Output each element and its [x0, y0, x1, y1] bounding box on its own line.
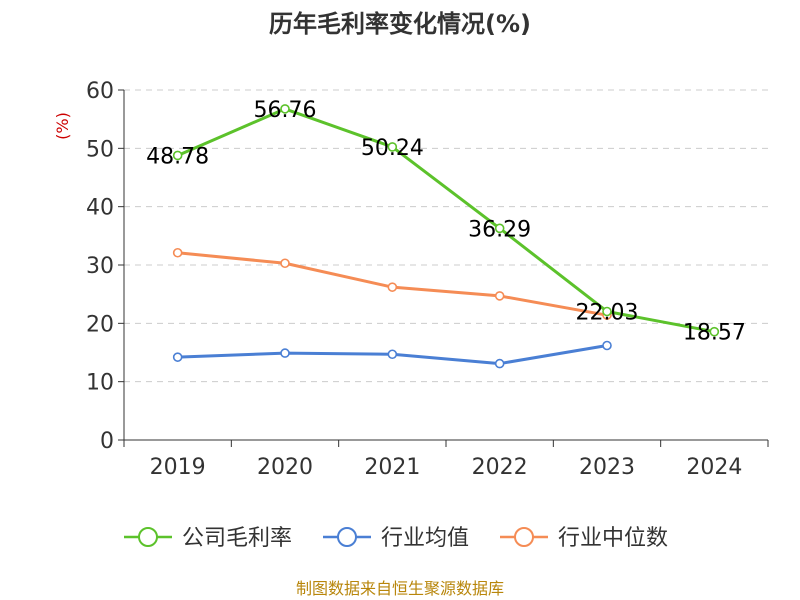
- x-tick-label-2023: 2023: [579, 455, 635, 480]
- x-tick-label-2024: 2024: [686, 455, 742, 480]
- y-tick-label-3: 30: [86, 254, 114, 279]
- legend[interactable]: 公司毛利率 行业均值 行业中位数: [124, 526, 668, 551]
- series-group: [172, 104, 720, 369]
- y-tick-label-4: 40: [86, 196, 114, 221]
- y-axis-unit: (%): [53, 112, 72, 140]
- series-line-0: [177, 107, 715, 334]
- series-1-point-2019[interactable]: [172, 352, 183, 362]
- y-tick-label-0: 0: [100, 429, 114, 454]
- source-note: 制图数据来自恒生聚源数据库: [296, 579, 504, 598]
- series-2-point-2021[interactable]: [387, 282, 398, 292]
- series-0-point-2022[interactable]: [494, 223, 505, 234]
- series-2-point-2019[interactable]: [172, 247, 183, 258]
- legend-marker-1: [337, 527, 357, 547]
- data-labels: 48.78 56.76 50.24 36.29 22.03 18.57: [146, 98, 746, 346]
- y-tick-label-6: 60: [86, 79, 114, 104]
- data-label-2022: 36.29: [468, 217, 531, 242]
- series-0-point-2020[interactable]: [280, 104, 290, 114]
- grid-lines: [124, 89, 768, 383]
- y-tick-label-1: 10: [86, 371, 114, 396]
- y-tick-label-5: 50: [86, 137, 114, 162]
- data-label-2023: 22.03: [576, 300, 639, 325]
- legend-item-2[interactable]: 行业中位数: [500, 526, 668, 551]
- legend-item-0[interactable]: 公司毛利率: [124, 526, 292, 551]
- axes: 0 10 20 30 40 50 60 2019 2020 2021 2022 2023 2024: [86, 79, 769, 480]
- series-0-point-2019[interactable]: [172, 150, 183, 161]
- data-label-2021: 50.24: [361, 136, 424, 161]
- data-label-2019: 48.78: [146, 144, 209, 169]
- legend-marker-2: [514, 527, 534, 547]
- chart-title: 历年毛利率变化情况(%): [269, 10, 531, 38]
- series-0-point-2023[interactable]: [602, 306, 612, 317]
- y-tick-label-2: 20: [86, 312, 114, 337]
- series-0-point-2021[interactable]: [387, 142, 398, 152]
- legend-marker-0: [138, 527, 158, 547]
- x-tick-label-2019: 2019: [150, 455, 206, 480]
- legend-label-0: 公司毛利率: [182, 526, 292, 551]
- legend-item-1[interactable]: 行业均值: [323, 526, 469, 551]
- data-label-2020: 56.76: [254, 98, 317, 123]
- series-1-point-2020[interactable]: [280, 348, 290, 358]
- legend-label-2: 行业中位数: [558, 526, 668, 551]
- x-tick-label-2022: 2022: [472, 455, 528, 480]
- series-2-point-2022[interactable]: [494, 291, 505, 301]
- series-2-point-2020[interactable]: [280, 258, 290, 269]
- series-1-point-2022[interactable]: [494, 358, 505, 369]
- legend-label-1: 行业均值: [381, 526, 469, 551]
- series-1-point-2023[interactable]: [602, 340, 612, 351]
- x-tick-label-2021: 2021: [364, 455, 420, 480]
- x-tick-label-2020: 2020: [257, 455, 313, 480]
- data-label-2024: 18.57: [683, 321, 746, 346]
- series-0-point-2024[interactable]: [709, 326, 720, 337]
- series-1-point-2021[interactable]: [387, 349, 398, 360]
